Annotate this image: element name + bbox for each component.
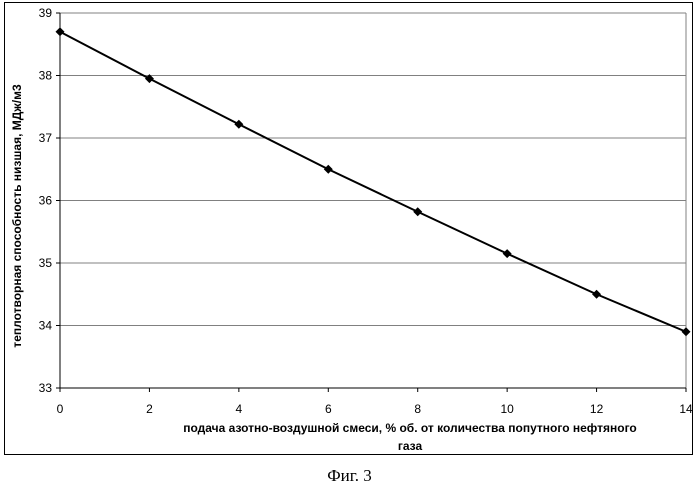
x-tick-label: 12 bbox=[590, 402, 604, 416]
data-point-marker bbox=[592, 290, 601, 299]
x-tick-label: 0 bbox=[57, 402, 64, 416]
x-tick-label: 14 bbox=[679, 402, 693, 416]
data-point-marker bbox=[503, 249, 512, 258]
x-axis-title-line1: подача азотно-воздушной смеси, % об. от … bbox=[183, 421, 637, 435]
y-tick-label: 37 bbox=[39, 131, 53, 145]
y-tick-label: 39 bbox=[39, 6, 53, 20]
x-tick-labels: 0 2 4 6 8 10 12 14 bbox=[57, 388, 693, 416]
gridlines bbox=[60, 13, 686, 388]
y-tick-label: 33 bbox=[39, 381, 53, 395]
x-tick-label: 10 bbox=[500, 402, 514, 416]
x-tick-label: 4 bbox=[236, 402, 243, 416]
y-tick-label: 36 bbox=[39, 194, 53, 208]
data-point-marker bbox=[234, 120, 243, 129]
x-tick-label: 8 bbox=[414, 402, 421, 416]
data-point-marker bbox=[56, 27, 65, 36]
data-point-marker bbox=[682, 327, 691, 336]
x-tick-label: 6 bbox=[325, 402, 332, 416]
x-axis-title-line2: газа bbox=[398, 439, 423, 453]
y-tick-label: 35 bbox=[39, 256, 53, 270]
y-tick-label: 34 bbox=[39, 319, 53, 333]
y-tick-label: 38 bbox=[39, 69, 53, 83]
y-axis-title: теплотворная способность низшая, МДж/м3 bbox=[10, 84, 24, 348]
figure-caption: Фиг. 3 bbox=[0, 466, 699, 486]
data-point-marker bbox=[324, 165, 333, 174]
series-markers bbox=[56, 27, 691, 336]
data-point-marker bbox=[413, 207, 422, 216]
x-tick-label: 2 bbox=[146, 402, 153, 416]
series-line bbox=[60, 32, 686, 332]
y-tick-labels: 33 34 35 36 37 38 39 bbox=[39, 6, 60, 395]
